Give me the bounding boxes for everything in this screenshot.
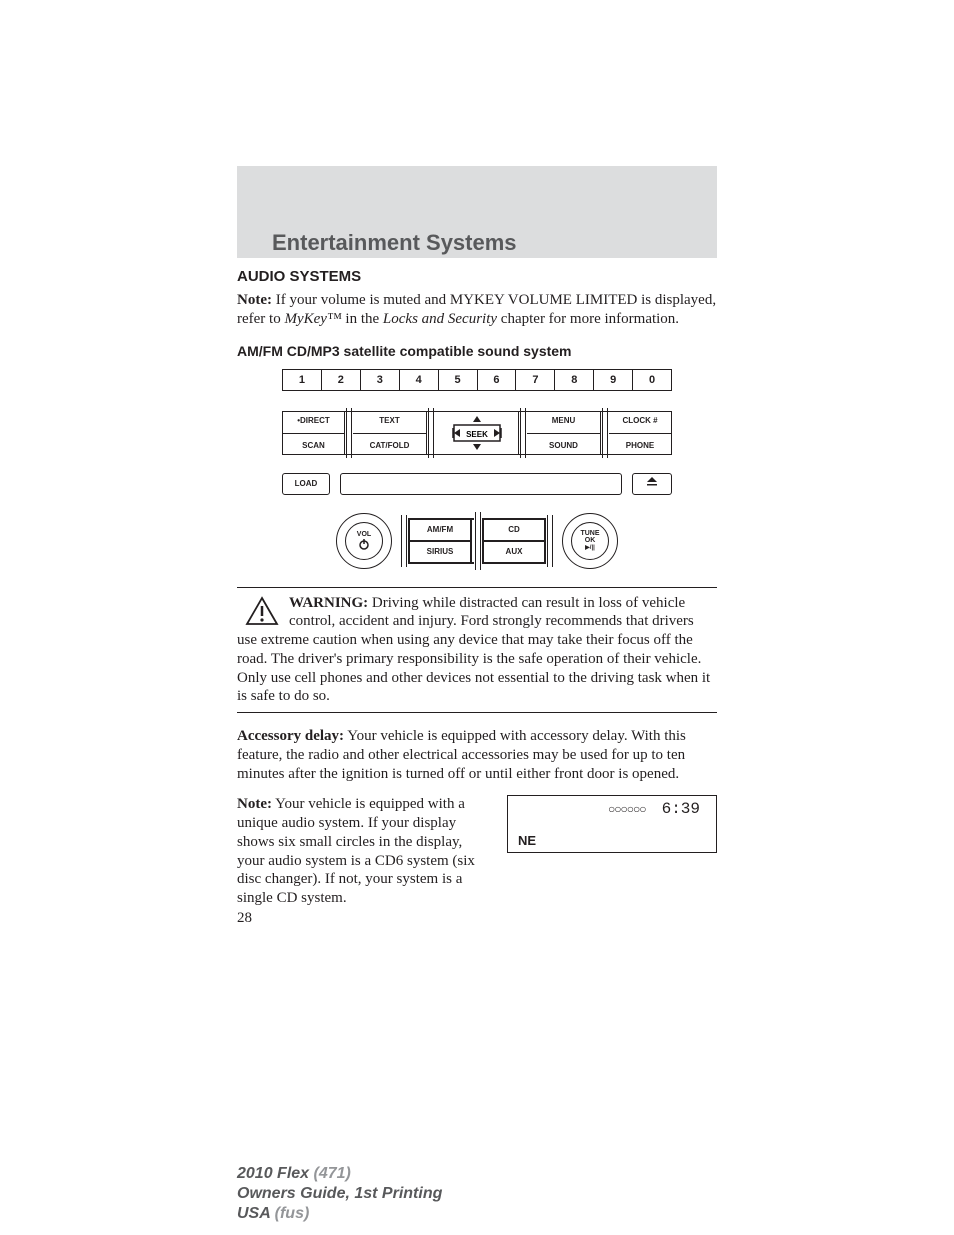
page-number: 28 xyxy=(237,910,717,927)
preset-1: 1 xyxy=(283,370,322,390)
eject-button xyxy=(632,473,672,495)
text-label: TEXT xyxy=(379,416,399,425)
section-heading: AUDIO SYSTEMS xyxy=(237,268,717,285)
hinge-5 xyxy=(400,519,408,563)
note-paragraph: Note: If your volume is muted and MYKEY … xyxy=(237,291,717,329)
seek-icon: SEEK xyxy=(440,413,514,453)
note-display-row: Note: Your vehicle is equipped with a un… xyxy=(237,795,717,908)
cd-button: CD xyxy=(483,519,545,541)
hinge-4 xyxy=(601,412,609,454)
load-button: LOAD xyxy=(282,473,330,495)
display-time: 6:39 xyxy=(662,800,700,818)
hinge-2 xyxy=(427,412,435,454)
power-icon xyxy=(358,538,370,550)
scan-label: SCAN xyxy=(302,441,325,450)
accessory-label: Accessory delay: xyxy=(237,728,344,744)
radio-diagram: 1 2 3 4 5 6 7 8 9 0 •DIRECT SCAN TEXT CA… xyxy=(282,369,672,569)
preset-7: 7 xyxy=(516,370,555,390)
amfm-button: AM/FM xyxy=(409,519,471,541)
direct-scan-col: •DIRECT SCAN xyxy=(283,412,345,454)
footer-model: 2010 Flex xyxy=(237,1165,314,1182)
note2-paragraph: Note: Your vehicle is equipped with a un… xyxy=(237,795,489,908)
text-catfold-col: TEXT CAT/FOLD xyxy=(353,412,427,454)
svg-text:SEEK: SEEK xyxy=(466,430,488,439)
tune-label: TUNE xyxy=(580,530,599,537)
note-label: Note: xyxy=(237,292,272,308)
preset-5: 5 xyxy=(439,370,478,390)
page-content: AUDIO SYSTEMS Note: If your volume is mu… xyxy=(237,268,717,927)
footer-model-code: (471) xyxy=(314,1165,351,1182)
clock-phone-col: CLOCK # PHONE xyxy=(609,412,671,454)
button-row: •DIRECT SCAN TEXT CAT/FOLD SEEK xyxy=(282,411,672,455)
subsection-heading: AM/FM CD/MP3 satellite compatible sound … xyxy=(237,343,717,359)
note-italic-1: MyKey™ xyxy=(284,311,341,327)
menu-label: MENU xyxy=(552,416,576,425)
note2-text: Your vehicle is equipped with a unique a… xyxy=(237,796,475,906)
warning-label: WARNING: xyxy=(289,595,368,611)
load-row: LOAD xyxy=(282,473,672,495)
knob-row: VOL AM/FM CD SIRIUS AUX TUNE OK xyxy=(282,513,672,569)
seek-col: SEEK xyxy=(435,412,519,454)
phone-label: PHONE xyxy=(626,441,654,450)
note2-label: Note: xyxy=(237,796,272,812)
display-circles: ○○○○○○ xyxy=(608,802,646,816)
footer-guide: Owners Guide, 1st Printing xyxy=(237,1184,442,1204)
warning-box: WARNING: Driving while distracted can re… xyxy=(237,587,717,714)
preset-9: 9 xyxy=(594,370,633,390)
vol-label: VOL xyxy=(357,531,371,538)
preset-row: 1 2 3 4 5 6 7 8 9 0 xyxy=(282,369,672,391)
menu-sound-col: MENU SOUND xyxy=(527,412,601,454)
preset-8: 8 xyxy=(555,370,594,390)
preset-0: 0 xyxy=(633,370,671,390)
preset-6: 6 xyxy=(478,370,517,390)
catfold-label: CAT/FOLD xyxy=(370,441,410,450)
note-text-3: chapter for more information. xyxy=(497,311,679,327)
note-italic-2: Locks and Security xyxy=(383,311,497,327)
cd-slot xyxy=(340,473,622,495)
display-box: ○○○○○○ 6:39 NE xyxy=(507,795,717,853)
note-text-2: in the xyxy=(342,311,383,327)
footer-region: USA xyxy=(237,1205,275,1222)
footer: 2010 Flex (471) Owners Guide, 1st Printi… xyxy=(237,1164,442,1224)
hinge-3 xyxy=(519,412,527,454)
clock-label: CLOCK # xyxy=(622,416,657,425)
preset-3: 3 xyxy=(361,370,400,390)
aux-button: AUX xyxy=(483,541,545,563)
display-compass: NE xyxy=(518,833,536,848)
preset-4: 4 xyxy=(400,370,439,390)
direct-label: •DIRECT xyxy=(297,416,330,425)
chapter-title: Entertainment Systems xyxy=(272,230,517,256)
preset-2: 2 xyxy=(322,370,361,390)
sirius-button: SIRIUS xyxy=(409,541,471,563)
sound-label: SOUND xyxy=(549,441,578,450)
tune-knob: TUNE OK ▶/|| xyxy=(562,513,618,569)
hinge-6 xyxy=(546,519,554,563)
play-pause-label: ▶/|| xyxy=(585,544,595,551)
volume-knob: VOL xyxy=(336,513,392,569)
warning-icon xyxy=(245,596,279,626)
ok-label: OK xyxy=(585,537,596,544)
hinge-1 xyxy=(345,412,353,454)
accessory-paragraph: Accessory delay: Your vehicle is equippe… xyxy=(237,727,717,783)
mode-hinge xyxy=(471,519,483,563)
mode-grid: AM/FM CD SIRIUS AUX xyxy=(408,518,546,564)
eject-icon xyxy=(646,476,658,486)
footer-region-code: (fus) xyxy=(275,1205,310,1222)
